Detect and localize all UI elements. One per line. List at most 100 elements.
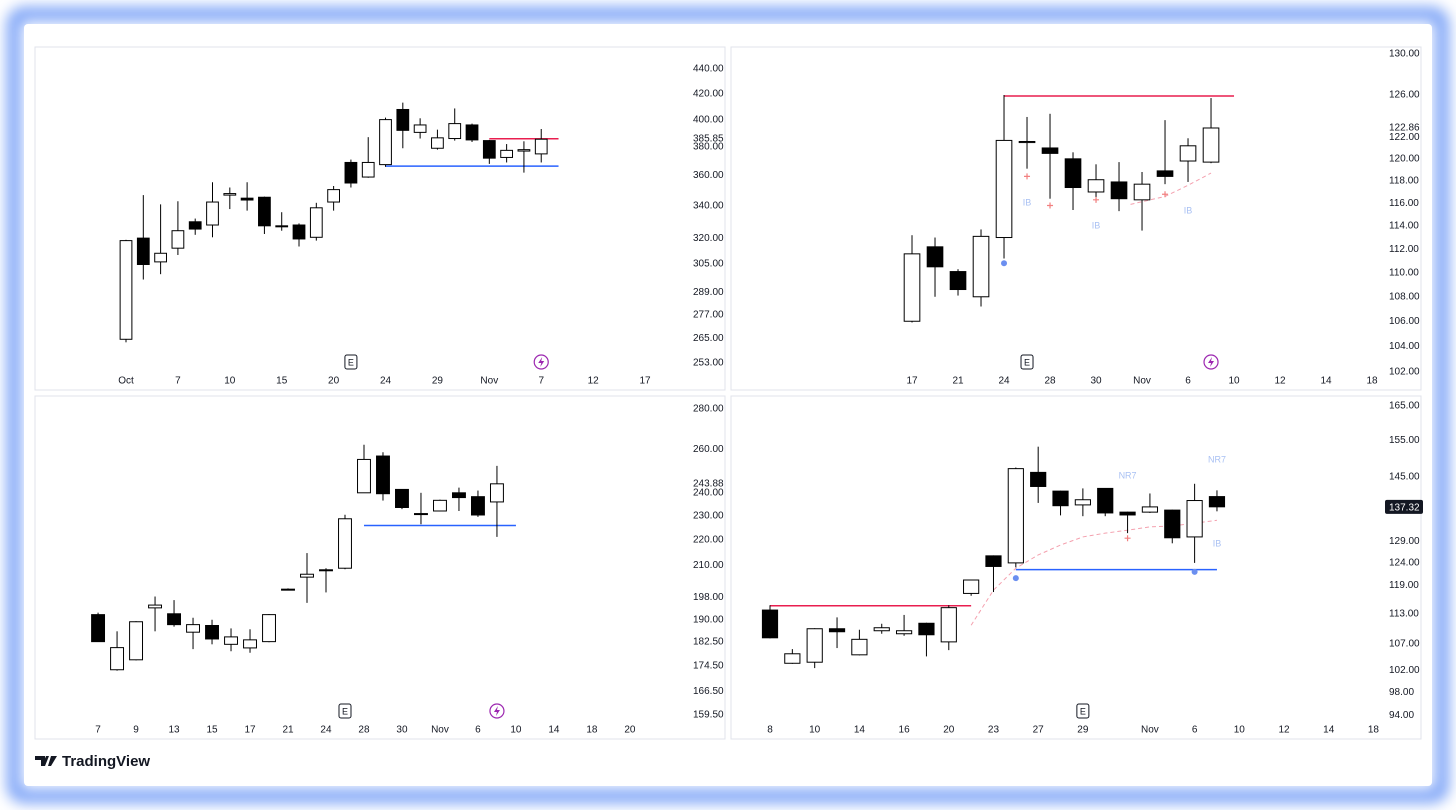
x-tick-label: 17 <box>639 376 651 387</box>
candle-body <box>1052 490 1069 507</box>
x-tick-label: 9 <box>133 725 139 736</box>
candle-body <box>918 622 935 636</box>
pivot-dot <box>1191 568 1198 575</box>
candle-body <box>534 138 548 155</box>
plus-marker <box>1047 202 1054 209</box>
y-tick-label: 440.00 <box>693 64 724 75</box>
y-tick-label: 122.00 <box>1389 132 1420 143</box>
logo-icon <box>35 756 57 766</box>
candle-body <box>292 224 306 240</box>
event-badge <box>344 354 358 370</box>
y-tick-label: 165.00 <box>1389 401 1420 412</box>
candle-body <box>1141 506 1159 513</box>
candle-body <box>309 207 323 238</box>
event-badge <box>1076 703 1090 719</box>
candle-body <box>1208 496 1226 508</box>
x-tick-label: 24 <box>320 725 332 736</box>
y-tick-label: 320.00 <box>693 233 724 244</box>
y-tick-label: 98.00 <box>1389 687 1414 698</box>
event-label: E <box>342 706 348 716</box>
plot-area <box>119 102 559 343</box>
y-tick-label: 190.00 <box>693 614 724 625</box>
y-tick-label: 108.00 <box>1389 291 1420 302</box>
candle-body <box>300 573 314 578</box>
candle-body <box>1007 468 1024 564</box>
x-tick-label: 20 <box>624 725 636 736</box>
y-tick-label: 340.00 <box>693 201 724 212</box>
candle-body <box>1018 140 1036 144</box>
y-tick-label: 120.00 <box>1389 153 1420 164</box>
x-tick-label: 8 <box>767 725 773 736</box>
y-tick-label: 94.00 <box>1389 710 1414 721</box>
candle-body <box>206 201 219 226</box>
x-tick-label: 29 <box>1077 725 1089 736</box>
x-tick-label: 12 <box>588 376 600 387</box>
candle-body <box>1097 487 1114 514</box>
x-tick-label: 6 <box>1192 725 1198 736</box>
candle-body <box>154 252 167 263</box>
candle-body <box>224 636 238 645</box>
annotation: IB <box>1213 539 1222 549</box>
candle-body <box>452 492 466 499</box>
x-tick-label: 6 <box>475 725 481 736</box>
candle-body <box>414 513 428 516</box>
candle-body <box>396 108 410 131</box>
last-price-badge <box>1385 499 1423 514</box>
plot-area: IB IB IB <box>903 94 1235 323</box>
x-tick-label: Nov <box>1141 725 1159 736</box>
y-tick-label: 174.50 <box>693 661 724 672</box>
candle-body <box>806 628 823 663</box>
x-tick-label: 28 <box>358 725 370 736</box>
candle-body <box>1202 127 1220 163</box>
y-tick-label: 118.00 <box>1389 175 1419 186</box>
y-tick-label: 145.00 <box>1389 472 1420 483</box>
candle-body <box>873 627 890 632</box>
candle-body <box>972 235 990 298</box>
candle-body <box>361 161 375 178</box>
y-tick-label: 104.00 <box>1389 341 1420 352</box>
x-tick-label: 24 <box>998 376 1010 387</box>
candle-body <box>1119 511 1136 516</box>
candle-body <box>186 624 200 633</box>
x-tick-label: 10 <box>224 376 236 387</box>
x-tick-label: 14 <box>548 725 560 736</box>
y-tick-label: 106.00 <box>1389 316 1420 327</box>
x-tick-label: 10 <box>1234 725 1246 736</box>
candle-body <box>926 246 944 268</box>
plot-area: NR7 NR7 IB <box>761 446 1226 669</box>
event-badge <box>1020 354 1034 370</box>
candle-body <box>258 196 271 227</box>
y-tick-label: 107.00 <box>1389 639 1420 650</box>
candle-body <box>1133 183 1151 201</box>
candle-body <box>119 240 133 340</box>
lightning-icon <box>1208 357 1215 367</box>
y-tick-label: 230.00 <box>693 511 724 522</box>
candle-body <box>1064 158 1082 189</box>
candle-body <box>262 614 276 643</box>
panel-border <box>34 46 726 391</box>
x-tick-label: 12 <box>1274 376 1286 387</box>
panel-border <box>34 395 726 740</box>
y-tick-label: 114.00 <box>1389 221 1419 232</box>
x-tick-label: 12 <box>1278 725 1290 736</box>
y-tick-label: 124.00 <box>1389 558 1420 569</box>
y-tick-label: 116.00 <box>1389 198 1419 209</box>
candle-body <box>91 614 106 643</box>
y-tick-label: 305.00 <box>693 258 724 269</box>
x-tick-label: Oct <box>118 376 134 387</box>
y-tick-label: 119.00 <box>1389 580 1419 591</box>
x-tick-label: Nov <box>480 376 498 387</box>
y-tick-label: 240.00 <box>693 487 724 498</box>
x-tick-label: 21 <box>282 725 294 736</box>
x-tick-label: 30 <box>1090 376 1102 387</box>
y-tick-label: 122.86 <box>1389 123 1420 134</box>
x-tick-label: Nov <box>1133 376 1151 387</box>
candle-body <box>167 613 181 626</box>
candle-body <box>205 624 219 640</box>
candle-body <box>949 271 967 291</box>
y-tick-label: 159.50 <box>693 709 724 720</box>
annotation: IB <box>1023 198 1032 208</box>
brand-name: TradingView <box>62 753 150 770</box>
